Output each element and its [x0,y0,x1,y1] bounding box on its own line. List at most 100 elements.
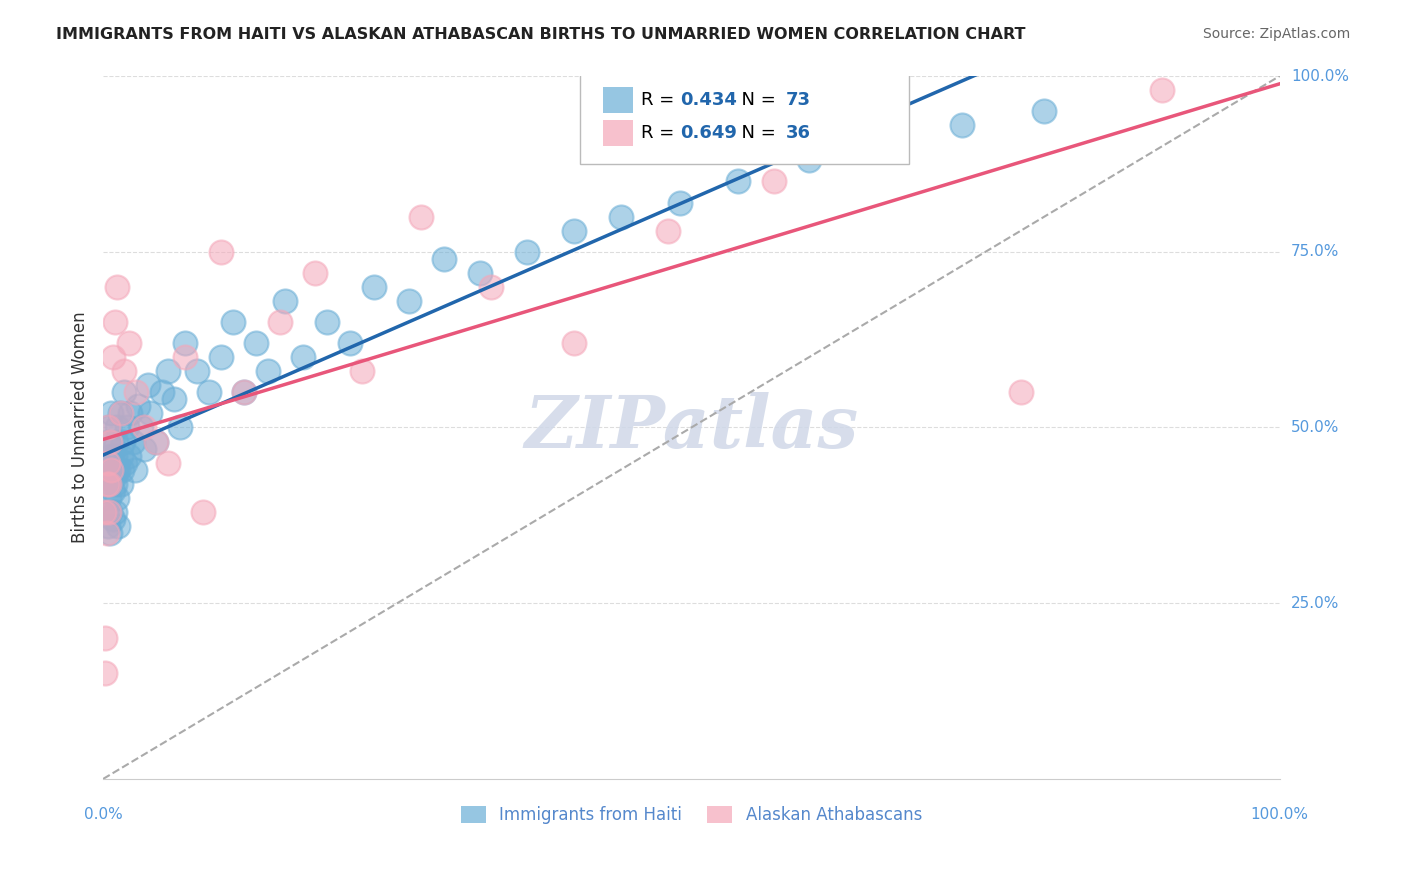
Text: IMMIGRANTS FROM HAITI VS ALASKAN ATHABASCAN BIRTHS TO UNMARRIED WOMEN CORRELATIO: IMMIGRANTS FROM HAITI VS ALASKAN ATHABAS… [56,27,1026,42]
Point [104,476,127,491]
Point [97,519,120,533]
Point [114,456,136,470]
Point [562,336,585,351]
Point [257,364,280,378]
Point [209,350,232,364]
Point [209,244,232,259]
Point [363,280,385,294]
Point [97,456,120,470]
Point [292,350,315,364]
Point [110,406,132,420]
Point [150,385,173,400]
Point [96,456,118,470]
Text: 50.0%: 50.0% [1291,420,1339,435]
Point [145,434,167,449]
Point [105,280,128,294]
Point [145,434,167,449]
Point [186,364,208,378]
Point [101,483,124,498]
Point [100,449,122,463]
Point [100,463,122,477]
Point [245,336,267,351]
Point [433,252,456,266]
Point [797,153,820,168]
Point [112,434,135,449]
Point [120,406,142,420]
Point [136,378,159,392]
Point [104,449,127,463]
Point [108,406,131,420]
Point [98,469,121,483]
Point [409,210,432,224]
Point [339,336,361,351]
Point [516,244,538,259]
Point [269,315,291,329]
Text: 25.0%: 25.0% [1291,596,1339,611]
Point [139,406,162,420]
Point [97,434,120,449]
Point [1150,83,1173,97]
Point [233,385,256,400]
Point [107,519,129,533]
Point [869,139,891,153]
Text: 75.0%: 75.0% [1291,244,1339,260]
Point [134,420,156,434]
Point [191,505,214,519]
Point [101,512,124,526]
Point [121,434,143,449]
Point [105,420,128,434]
Point [274,293,297,308]
Point [111,463,134,477]
Legend: Immigrants from Haiti, Alaskan Athabascans: Immigrants from Haiti, Alaskan Athabasca… [451,796,932,834]
Point [112,364,135,378]
Point [350,364,373,378]
Point [105,491,128,505]
Point [610,210,633,224]
FancyBboxPatch shape [603,120,633,146]
Point [398,293,420,308]
Point [96,476,118,491]
Point [98,476,121,491]
Point [481,280,503,294]
Point [93,505,115,519]
Point [115,420,138,434]
Point [950,118,973,132]
Point [1010,385,1032,400]
Point [169,420,191,434]
Text: R =: R = [641,91,681,109]
Point [315,315,337,329]
Point [97,420,120,434]
Text: 73: 73 [786,91,810,109]
Point [762,174,785,188]
Point [100,406,122,420]
Point [98,463,121,477]
Point [174,336,197,351]
Point [112,385,135,400]
Text: 100.0%: 100.0% [1291,69,1348,84]
Point [198,385,221,400]
Point [118,336,141,351]
Text: 0.0%: 0.0% [84,806,122,822]
Text: N =: N = [730,91,782,109]
Point [1033,104,1056,119]
Point [880,139,903,153]
Point [101,350,124,364]
Point [94,632,117,646]
Point [98,420,121,434]
Text: 0.434: 0.434 [679,91,737,109]
Point [98,434,121,449]
Point [104,315,127,329]
Point [233,385,256,400]
Point [98,491,121,505]
Point [96,525,118,540]
Point [110,449,132,463]
Text: 0.649: 0.649 [679,124,737,142]
Point [562,224,585,238]
Point [163,392,186,407]
Point [174,350,197,364]
Point [98,525,121,540]
Point [727,174,749,188]
Point [468,266,491,280]
Text: 100.0%: 100.0% [1251,806,1309,822]
Text: R =: R = [641,124,681,142]
